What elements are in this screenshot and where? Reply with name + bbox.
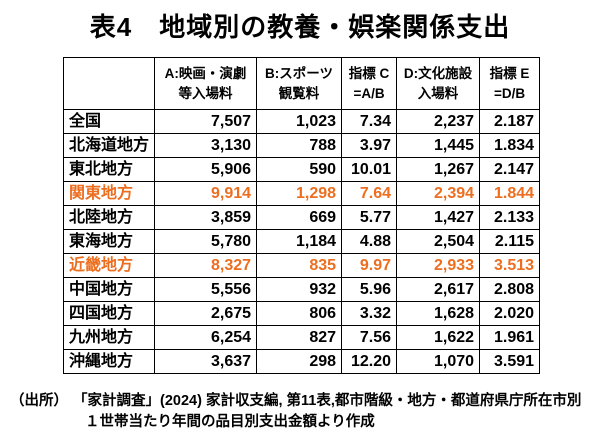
table-cell: 932 [256, 277, 343, 302]
table-cell: 9.97 [341, 253, 398, 278]
table-cell: 9,914 [154, 181, 258, 206]
source-line-2: １世帯当たり年間の品目別支出金額より作成 [85, 414, 375, 430]
table-cell: 1.834 [479, 133, 541, 158]
column-header-e: 指標 E =D/B [479, 57, 541, 110]
table-cell: 3,637 [154, 349, 258, 374]
table-cell: 3.97 [341, 133, 398, 158]
table-cell: 835 [256, 253, 343, 278]
table-cell: 2,504 [396, 229, 481, 254]
column-header-d: D:文化施設 入場料 [396, 57, 481, 110]
column-header-a: A:映画・演劇 等入場料 [154, 57, 258, 110]
table-row: 東北地方 5,906 590 10.01 1,267 2.147 [62, 157, 541, 182]
table-cell: 東海地方 [62, 229, 156, 254]
table-cell: 2.808 [479, 277, 541, 302]
table-row: 北海道地方 3,130 788 3.97 1,445 1.834 [62, 133, 541, 158]
table-cell: 3,859 [154, 205, 258, 230]
table-cell: 7.56 [341, 325, 398, 350]
table-cell: 北陸地方 [62, 205, 156, 230]
table-cell: 九州地方 [62, 325, 156, 350]
table-cell: 2.115 [479, 229, 541, 254]
table-cell: 590 [256, 157, 343, 182]
table-row: 全国 7,507 1,023 7.34 2,237 2.187 [62, 109, 541, 134]
table-row-highlighted: 関東地方 9,914 1,298 7.64 2,394 1.844 [62, 181, 541, 206]
table-row-highlighted: 近畿地方 8,327 835 9.97 2,933 3.513 [62, 253, 541, 278]
source-text: 「家計調査」(2024) 家計収支編, 第11表,都市階級・地方・都道府県庁所在… [73, 391, 581, 433]
source-label: （出所） [10, 393, 68, 409]
table-cell: 中国地方 [62, 277, 156, 302]
table-cell: 近畿地方 [62, 253, 156, 278]
table-cell: 12.20 [341, 349, 398, 374]
source-note: （出所） 「家計調査」(2024) 家計収支編, 第11表,都市階級・地方・都道… [10, 391, 581, 433]
table-cell: 1,267 [396, 157, 481, 182]
source-line-1: 「家計調査」(2024) 家計収支編, 第11表,都市階級・地方・都道府県庁所在… [73, 393, 582, 409]
table-cell: 3.32 [341, 301, 398, 326]
table-cell: 1.961 [479, 325, 541, 350]
table-cell: 2.147 [479, 157, 541, 182]
table-cell: 1,070 [396, 349, 481, 374]
table-cell: 3.591 [479, 349, 541, 374]
table-cell: 827 [256, 325, 343, 350]
table-cell: 5,780 [154, 229, 258, 254]
table-cell: 2,933 [396, 253, 481, 278]
table-cell: 3,130 [154, 133, 258, 158]
table-cell: 関東地方 [62, 181, 156, 206]
table-cell: 四国地方 [62, 301, 156, 326]
table-cell: 3.513 [479, 253, 541, 278]
column-header-b: B:スポーツ 観覧料 [256, 57, 343, 110]
table-cell: 2,394 [396, 181, 481, 206]
table-cell: 5,906 [154, 157, 258, 182]
column-header-c: 指標 C =A/B [341, 57, 398, 110]
table-cell: 806 [256, 301, 343, 326]
table-header-row: A:映画・演劇 等入場料 B:スポーツ 観覧料 指標 C =A/B D:文化施設… [62, 57, 541, 110]
table-cell: 1,427 [396, 205, 481, 230]
table-cell: 7.64 [341, 181, 398, 206]
table-cell: 669 [256, 205, 343, 230]
table-cell: 2.133 [479, 205, 541, 230]
expenditure-table: A:映画・演劇 等入場料 B:スポーツ 観覧料 指標 C =A/B D:文化施設… [62, 57, 541, 374]
table-cell: 1.844 [479, 181, 541, 206]
table-row: 九州地方 6,254 827 7.56 1,622 1.961 [62, 325, 541, 350]
table-row: 中国地方 5,556 932 5.96 2,617 2.808 [62, 277, 541, 302]
table-cell: 2.187 [479, 109, 541, 134]
table-row: 沖縄地方 3,637 298 12.20 1,070 3.591 [62, 349, 541, 374]
table-cell: 2,675 [154, 301, 258, 326]
table-row: 東海地方 5,780 1,184 4.88 2,504 2.115 [62, 229, 541, 254]
table-cell: 8,327 [154, 253, 258, 278]
table-cell: 東北地方 [62, 157, 156, 182]
table-cell: 1,628 [396, 301, 481, 326]
table-cell: 5.96 [341, 277, 398, 302]
column-header-region [62, 57, 156, 110]
table-cell: 2,617 [396, 277, 481, 302]
table-cell: 4.88 [341, 229, 398, 254]
table-cell: 7.34 [341, 109, 398, 134]
table-cell: 1,445 [396, 133, 481, 158]
table-row: 四国地方 2,675 806 3.32 1,628 2.020 [62, 301, 541, 326]
table-cell: 10.01 [341, 157, 398, 182]
table-cell: 2.020 [479, 301, 541, 326]
table-cell: 北海道地方 [62, 133, 156, 158]
table-cell: 788 [256, 133, 343, 158]
table-cell: 2,237 [396, 109, 481, 134]
table-cell: 沖縄地方 [62, 349, 156, 374]
table-cell: 1,023 [256, 109, 343, 134]
table-cell: 全国 [62, 109, 156, 134]
table-cell: 1,622 [396, 325, 481, 350]
table-cell: 7,507 [154, 109, 258, 134]
table-cell: 298 [256, 349, 343, 374]
table-cell: 6,254 [154, 325, 258, 350]
page-title: 表4 地域別の教養・娯楽関係支出 [89, 12, 511, 42]
table-row: 北陸地方 3,859 669 5.77 1,427 2.133 [62, 205, 541, 230]
table-cell: 5,556 [154, 277, 258, 302]
table-cell: 1,184 [256, 229, 343, 254]
table-cell: 1,298 [256, 181, 343, 206]
table-cell: 5.77 [341, 205, 398, 230]
